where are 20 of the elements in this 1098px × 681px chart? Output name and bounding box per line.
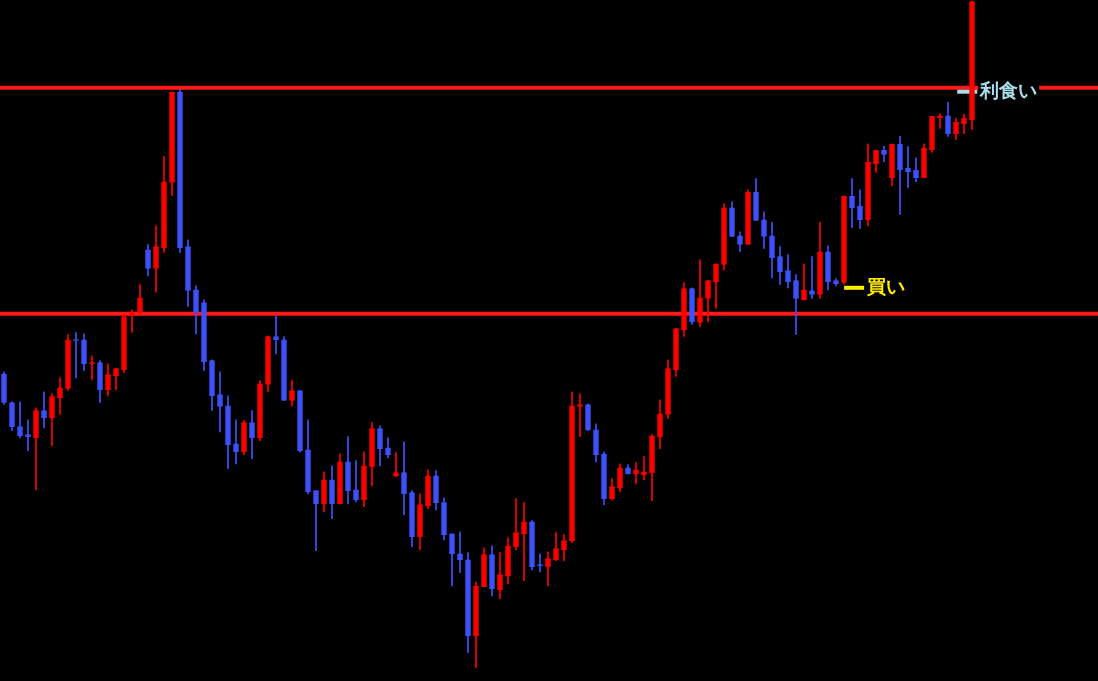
- candlestick: [41, 391, 47, 429]
- candlestick: [89, 355, 95, 381]
- candlestick: [217, 371, 223, 433]
- candlestick: [457, 531, 463, 573]
- candlestick: [129, 309, 135, 333]
- candlestick: [937, 113, 943, 129]
- annotation: 買い: [866, 274, 906, 297]
- candlestick: [233, 419, 239, 465]
- candlestick: [577, 393, 583, 437]
- candlestick: [25, 419, 31, 451]
- candlestick: [537, 553, 543, 573]
- candlestick: [313, 490, 319, 551]
- annotation: 利食い: [979, 78, 1038, 101]
- candlestick: [905, 146, 911, 189]
- candlestick: [273, 315, 279, 355]
- candlestick: [849, 178, 855, 229]
- candlestick: [521, 502, 527, 581]
- candlestick: [393, 452, 399, 477]
- candlestick: [353, 460, 359, 503]
- candlestick: [809, 256, 815, 299]
